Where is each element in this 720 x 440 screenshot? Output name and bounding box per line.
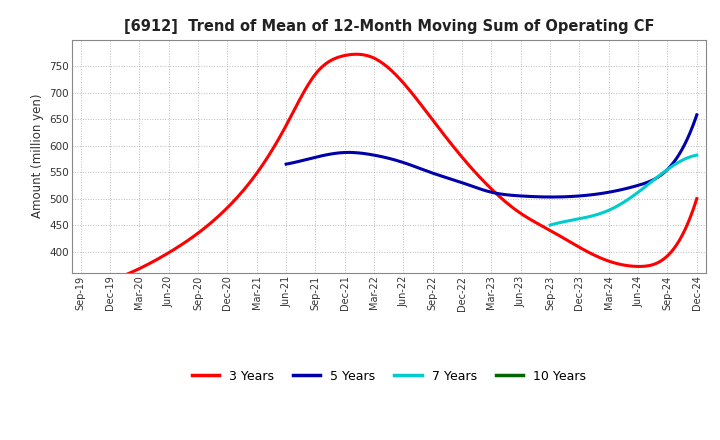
Legend: 3 Years, 5 Years, 7 Years, 10 Years: 3 Years, 5 Years, 7 Years, 10 Years xyxy=(186,365,591,388)
Title: [6912]  Trend of Mean of 12-Month Moving Sum of Operating CF: [6912] Trend of Mean of 12-Month Moving … xyxy=(124,19,654,34)
Y-axis label: Amount (million yen): Amount (million yen) xyxy=(31,94,44,218)
